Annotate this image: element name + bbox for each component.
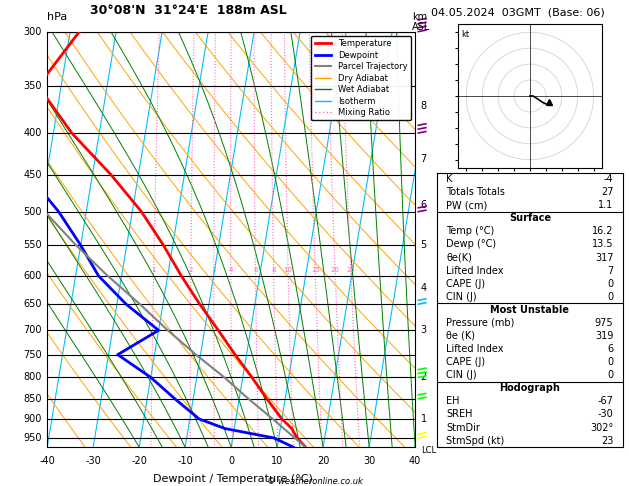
Text: Pressure (mb): Pressure (mb): [447, 318, 515, 328]
Text: 4: 4: [228, 267, 233, 273]
Text: LCL: LCL: [421, 446, 436, 455]
Text: 317: 317: [595, 253, 613, 262]
Text: -40: -40: [39, 456, 55, 466]
Text: 319: 319: [595, 331, 613, 341]
Text: 13.5: 13.5: [592, 240, 613, 249]
Text: 750: 750: [23, 349, 42, 360]
Text: θe (K): θe (K): [447, 331, 476, 341]
Text: 16.2: 16.2: [592, 226, 613, 236]
Text: 0: 0: [608, 357, 613, 367]
Text: 15: 15: [311, 267, 320, 273]
Text: Lifted Index: Lifted Index: [447, 344, 504, 354]
Text: 1: 1: [421, 414, 427, 424]
Text: 975: 975: [595, 318, 613, 328]
Text: 40: 40: [409, 456, 421, 466]
Text: 6: 6: [608, 344, 613, 354]
Text: 600: 600: [23, 271, 42, 281]
Text: Hodograph: Hodograph: [499, 383, 560, 393]
Text: Mixing Ratio (g/kg): Mixing Ratio (g/kg): [447, 193, 457, 285]
Text: θe(K): θe(K): [447, 253, 472, 262]
Text: CAPE (J): CAPE (J): [447, 278, 486, 289]
Text: 8: 8: [421, 101, 427, 110]
Text: 20: 20: [317, 456, 330, 466]
Text: StmSpd (kt): StmSpd (kt): [447, 435, 504, 446]
Text: 0: 0: [608, 370, 613, 380]
Text: CAPE (J): CAPE (J): [447, 357, 486, 367]
Text: 23: 23: [601, 435, 613, 446]
Text: 6: 6: [421, 200, 427, 209]
Text: 300: 300: [23, 27, 42, 36]
Text: -67: -67: [598, 397, 613, 406]
Text: 3: 3: [211, 267, 216, 273]
Text: -30: -30: [598, 409, 613, 419]
Text: 550: 550: [23, 240, 42, 250]
Text: K: K: [447, 174, 453, 184]
Text: 0: 0: [608, 292, 613, 302]
Text: 2: 2: [189, 267, 193, 273]
Text: 04.05.2024  03GMT  (Base: 06): 04.05.2024 03GMT (Base: 06): [431, 7, 604, 17]
Text: ASL: ASL: [412, 21, 430, 32]
Legend: Temperature, Dewpoint, Parcel Trajectory, Dry Adiabat, Wet Adiabat, Isotherm, Mi: Temperature, Dewpoint, Parcel Trajectory…: [311, 36, 411, 121]
Text: Most Unstable: Most Unstable: [491, 305, 569, 315]
Text: 6: 6: [253, 267, 258, 273]
Text: -30: -30: [86, 456, 101, 466]
Text: PW (cm): PW (cm): [447, 200, 487, 210]
Text: 30°08'N  31°24'E  188m ASL: 30°08'N 31°24'E 188m ASL: [91, 4, 287, 17]
Text: 500: 500: [23, 207, 42, 217]
Text: 10: 10: [284, 267, 292, 273]
Text: Dewp (°C): Dewp (°C): [447, 240, 496, 249]
Text: Dewpoint / Temperature (°C): Dewpoint / Temperature (°C): [153, 473, 313, 484]
Text: 7: 7: [421, 154, 427, 163]
Text: 3: 3: [421, 325, 427, 335]
Text: 25: 25: [347, 267, 355, 273]
Text: 7: 7: [607, 265, 613, 276]
Text: 30: 30: [363, 456, 376, 466]
Text: 1.1: 1.1: [598, 200, 613, 210]
Text: 2: 2: [421, 372, 427, 382]
Text: 950: 950: [23, 433, 42, 443]
Text: hPa: hPa: [47, 12, 67, 22]
Text: 450: 450: [23, 170, 42, 179]
Text: 5: 5: [421, 240, 427, 250]
Text: StmDir: StmDir: [447, 422, 481, 433]
Text: CIN (J): CIN (J): [447, 370, 477, 380]
Text: Lifted Index: Lifted Index: [447, 265, 504, 276]
Text: Temp (°C): Temp (°C): [447, 226, 494, 236]
Text: 850: 850: [23, 394, 42, 404]
Text: 350: 350: [23, 81, 42, 91]
Text: 8: 8: [272, 267, 276, 273]
Text: 700: 700: [23, 325, 42, 335]
Text: Surface: Surface: [509, 213, 551, 223]
Text: 20: 20: [331, 267, 340, 273]
Text: -10: -10: [177, 456, 193, 466]
Text: EH: EH: [447, 397, 460, 406]
Text: 1: 1: [152, 267, 156, 273]
Text: 10: 10: [271, 456, 283, 466]
Text: 4: 4: [421, 282, 427, 293]
Text: 400: 400: [23, 128, 42, 138]
Text: -4: -4: [604, 174, 613, 184]
Text: Totals Totals: Totals Totals: [447, 187, 505, 197]
Text: 900: 900: [23, 414, 42, 424]
Text: 650: 650: [23, 299, 42, 309]
Text: 800: 800: [23, 372, 42, 382]
Text: kt: kt: [461, 30, 469, 39]
Text: 0: 0: [228, 456, 234, 466]
Text: 302°: 302°: [590, 422, 613, 433]
Text: km: km: [412, 12, 427, 22]
Text: 27: 27: [601, 187, 613, 197]
Text: CIN (J): CIN (J): [447, 292, 477, 302]
Text: 0: 0: [608, 278, 613, 289]
Text: SREH: SREH: [447, 409, 473, 419]
Text: © weatheronline.co.uk: © weatheronline.co.uk: [267, 477, 362, 486]
Text: -20: -20: [131, 456, 147, 466]
